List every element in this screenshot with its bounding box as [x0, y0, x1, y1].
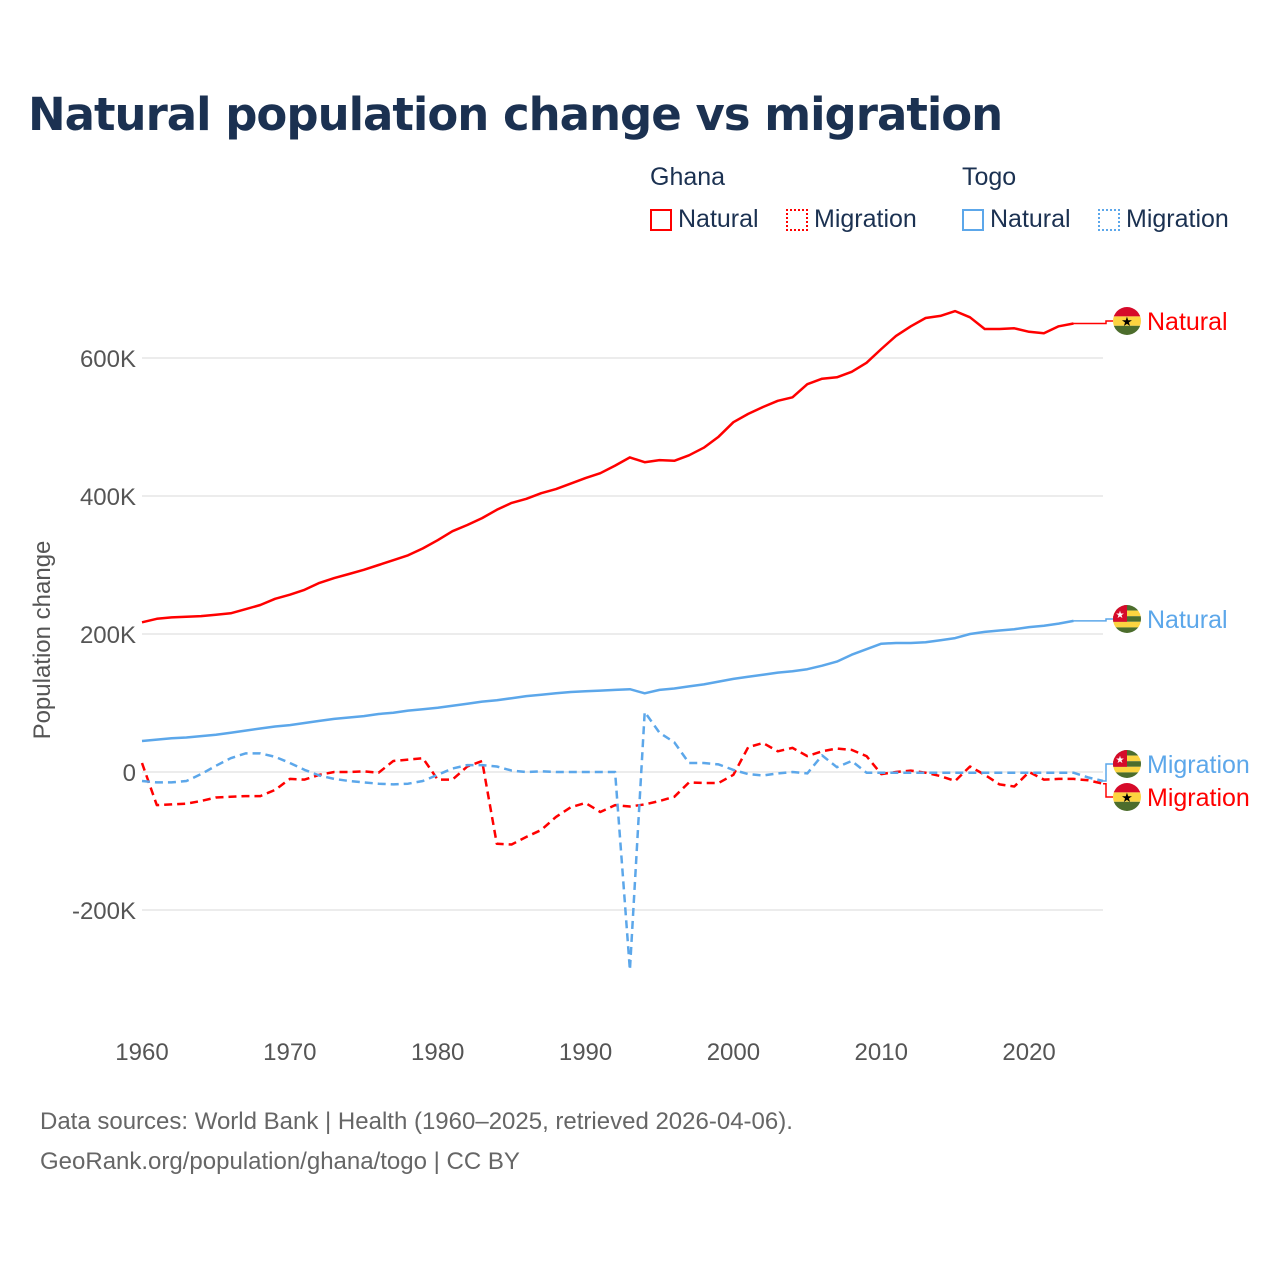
source-note: Data sources: World Bank | Health (1960–…	[40, 1108, 793, 1135]
legend-ghana-natural[interactable]: Natural	[650, 205, 759, 234]
legend-label: Natural	[678, 205, 759, 233]
legend-label: Natural	[990, 205, 1071, 233]
x-tick-label: 1990	[559, 1039, 612, 1066]
y-tick-label: 600K	[80, 346, 136, 373]
legend-group-ghana: Ghana	[650, 163, 726, 191]
legend-togo-migration[interactable]: Migration	[1098, 205, 1229, 234]
togo-flag-icon: ★	[1113, 605, 1141, 633]
y-tick-label: 0	[123, 760, 136, 787]
ghana-flag-icon: ★	[1113, 783, 1141, 811]
svg-text:★: ★	[1116, 610, 1125, 621]
chart-title: Natural population change vs migration	[28, 88, 1003, 141]
y-axis-label: Population change	[29, 541, 56, 740]
y-tick-label: -200K	[72, 898, 136, 925]
ghana-natural-line	[141, 309, 1074, 624]
legend-label: Migration	[1126, 205, 1229, 233]
togo-migration-line	[141, 710, 1104, 972]
togo-flag-icon: ★	[1113, 750, 1141, 778]
togo-natural-line	[141, 619, 1074, 743]
label-connector	[1073, 320, 1113, 325]
legend-ghana-migration[interactable]: Migration	[786, 205, 917, 234]
legend-swatch-solid	[962, 208, 984, 231]
svg-text:★: ★	[1116, 755, 1125, 766]
ghana-migration-line	[140, 741, 1104, 846]
x-tick-label: 2000	[707, 1039, 760, 1066]
x-tick-label: 1960	[115, 1039, 168, 1066]
label-connector	[1103, 763, 1113, 782]
x-tick-label: 2010	[855, 1039, 908, 1066]
legend-togo-natural[interactable]: Natural	[962, 205, 1071, 234]
ghana-migration-end-label: Migration	[1147, 784, 1250, 812]
source-link[interactable]: GeoRank.org/population/ghana/togo | CC B…	[40, 1148, 520, 1175]
legend-group-togo: Togo	[962, 163, 1017, 191]
togo-natural-end-label: Natural	[1147, 606, 1228, 634]
x-tick-label: 2020	[1002, 1039, 1055, 1066]
legend-swatch-solid	[650, 208, 672, 231]
y-tick-label: 400K	[80, 484, 136, 511]
ghana-natural-end-label: Natural	[1147, 308, 1228, 336]
x-tick-label: 1980	[411, 1039, 464, 1066]
legend-swatch-dotted	[1098, 208, 1120, 231]
legend-label: Migration	[814, 205, 917, 233]
label-connector	[1073, 618, 1113, 622]
svg-text:★: ★	[1121, 790, 1133, 805]
y-tick-label: 200K	[80, 622, 136, 649]
ghana-flag-icon: ★	[1113, 307, 1141, 335]
togo-migration-end-label: Migration	[1147, 751, 1250, 779]
legend-swatch-dotted	[786, 208, 808, 231]
svg-text:★: ★	[1121, 314, 1133, 329]
label-connector	[1103, 782, 1113, 798]
x-tick-label: 1970	[263, 1039, 316, 1066]
